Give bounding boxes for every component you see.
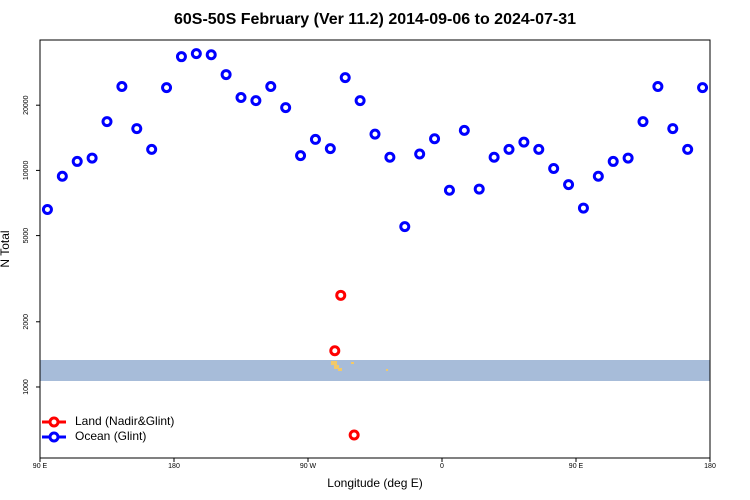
point bbox=[309, 133, 321, 145]
point bbox=[622, 152, 634, 164]
chart-title: 60S-50S February (Ver 11.2) 2014-09-06 t… bbox=[174, 11, 576, 28]
point bbox=[86, 152, 98, 164]
point bbox=[563, 179, 575, 191]
x-tick-label: 90 W bbox=[300, 463, 317, 470]
specks bbox=[331, 361, 388, 371]
point bbox=[429, 133, 441, 145]
point bbox=[101, 116, 113, 128]
point bbox=[607, 155, 619, 167]
point bbox=[348, 429, 360, 441]
point bbox=[265, 80, 277, 92]
y-tick-label: 5000 bbox=[23, 228, 30, 244]
point bbox=[41, 203, 53, 215]
point bbox=[548, 163, 560, 175]
point bbox=[235, 92, 247, 104]
point bbox=[205, 49, 217, 61]
plot-frame bbox=[39, 39, 711, 459]
y-tick-label: 20000 bbox=[23, 95, 30, 115]
point bbox=[399, 221, 411, 233]
point bbox=[667, 123, 679, 135]
point bbox=[71, 155, 83, 167]
y-axis-label: N Total bbox=[0, 230, 12, 267]
shaded-band bbox=[40, 360, 710, 381]
x-tick-label: 0 bbox=[440, 463, 444, 470]
x-tick-label: 90 E bbox=[33, 463, 48, 470]
x-tick-label: 180 bbox=[704, 463, 716, 470]
y-tick-label: 1000 bbox=[23, 379, 30, 395]
point bbox=[56, 170, 68, 182]
point bbox=[339, 72, 351, 84]
point bbox=[637, 116, 649, 128]
point bbox=[682, 143, 694, 155]
point bbox=[592, 170, 604, 182]
point bbox=[697, 82, 709, 94]
point bbox=[414, 148, 426, 160]
point bbox=[488, 151, 500, 163]
point bbox=[146, 143, 158, 155]
point bbox=[533, 143, 545, 155]
point bbox=[250, 95, 262, 107]
y-tick-label: 10000 bbox=[23, 161, 30, 181]
point bbox=[175, 51, 187, 63]
x-tick-label: 90 E bbox=[569, 463, 584, 470]
point bbox=[161, 82, 173, 94]
point bbox=[335, 289, 347, 301]
point bbox=[295, 150, 307, 162]
point bbox=[220, 69, 232, 81]
point bbox=[458, 124, 470, 136]
point bbox=[443, 184, 455, 196]
point bbox=[369, 128, 381, 140]
y-tick-label: 2000 bbox=[23, 314, 30, 330]
legend-marker bbox=[48, 416, 60, 428]
x-axis-label: Longitude (deg E) bbox=[327, 476, 422, 490]
point bbox=[280, 102, 292, 114]
legend-label: Ocean (Glint) bbox=[75, 429, 146, 443]
legend-label: Land (Nadir&Glint) bbox=[75, 414, 174, 428]
point bbox=[354, 95, 366, 107]
point bbox=[503, 143, 515, 155]
x-tick-label: 180 bbox=[168, 463, 180, 470]
point bbox=[518, 136, 530, 148]
legend-marker bbox=[48, 431, 60, 443]
point bbox=[329, 345, 341, 357]
point bbox=[384, 151, 396, 163]
point bbox=[116, 80, 128, 92]
point bbox=[577, 202, 589, 214]
point bbox=[652, 80, 664, 92]
point bbox=[324, 143, 336, 155]
point bbox=[473, 183, 485, 195]
point bbox=[190, 48, 202, 60]
point bbox=[131, 123, 143, 135]
